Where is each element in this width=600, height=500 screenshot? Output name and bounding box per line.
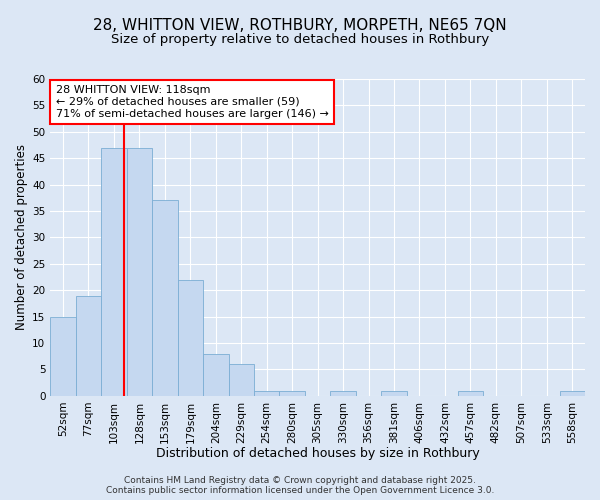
Text: 28, WHITTON VIEW, ROTHBURY, MORPETH, NE65 7QN: 28, WHITTON VIEW, ROTHBURY, MORPETH, NE6…: [93, 18, 507, 32]
Bar: [203, 354, 229, 396]
Bar: [229, 364, 254, 396]
Text: 28 WHITTON VIEW: 118sqm
← 29% of detached houses are smaller (59)
71% of semi-de: 28 WHITTON VIEW: 118sqm ← 29% of detache…: [56, 86, 329, 118]
Bar: [152, 200, 178, 396]
Bar: [254, 390, 280, 396]
Bar: [560, 390, 585, 396]
Bar: [127, 148, 152, 396]
Bar: [76, 296, 101, 396]
Bar: [280, 390, 305, 396]
Bar: [50, 316, 76, 396]
Y-axis label: Number of detached properties: Number of detached properties: [15, 144, 28, 330]
Text: Size of property relative to detached houses in Rothbury: Size of property relative to detached ho…: [111, 32, 489, 46]
Bar: [381, 390, 407, 396]
Bar: [101, 148, 127, 396]
X-axis label: Distribution of detached houses by size in Rothbury: Distribution of detached houses by size …: [156, 447, 479, 460]
Bar: [331, 390, 356, 396]
Text: Contains HM Land Registry data © Crown copyright and database right 2025.
Contai: Contains HM Land Registry data © Crown c…: [106, 476, 494, 495]
Bar: [458, 390, 483, 396]
Bar: [178, 280, 203, 396]
